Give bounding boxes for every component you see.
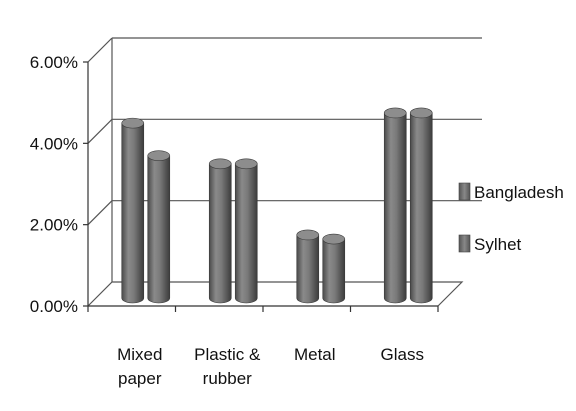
x-category-label: rubber: [203, 369, 252, 388]
bar-sylhet-1: [234, 158, 258, 304]
legend-label: Bangladesh: [474, 183, 564, 202]
bar-bangladesh-0: [121, 117, 145, 304]
legend-swatch: [458, 234, 471, 253]
legend-swatch: [458, 182, 471, 201]
bar-bangladesh-2: [296, 229, 320, 304]
gridline-depth: [87, 200, 113, 226]
y-tick-label: 0.00%: [30, 297, 78, 316]
legend-label: Sylhet: [474, 235, 522, 254]
x-category-label: Metal: [294, 345, 336, 364]
y-tick-label: 2.00%: [30, 216, 78, 235]
floor-outline: [87, 281, 464, 307]
bar-bangladesh-1: [208, 158, 232, 304]
x-category-label: Glass: [381, 345, 424, 364]
bar-bangladesh-3: [383, 107, 407, 304]
x-category-label: Plastic &: [194, 345, 261, 364]
x-category-label: Mixed: [117, 345, 162, 364]
chart-walls: [87, 38, 464, 307]
x-category-label: paper: [118, 369, 162, 388]
bar-sylhet-3: [409, 107, 433, 304]
bar-sylhet-0: [147, 150, 171, 304]
gridline-depth: [87, 118, 113, 144]
legend: Bangladesh Sylhet: [458, 182, 564, 254]
x-axis-labels: Mixed paper Plastic & rubber Metal Glass: [117, 345, 424, 388]
y-axis-ticks: 0.00% 2.00% 4.00% 6.00%: [30, 53, 88, 316]
bars: [121, 107, 433, 304]
y-tick-label: 4.00%: [30, 134, 78, 153]
bar-sylhet-2: [322, 233, 346, 304]
gridline-depth: [87, 37, 113, 63]
y-tick-label: 6.00%: [30, 53, 78, 72]
axes: [87, 62, 439, 312]
